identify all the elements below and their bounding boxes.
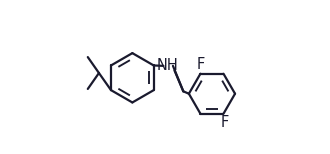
Text: F: F bbox=[221, 115, 229, 130]
Text: NH: NH bbox=[156, 58, 178, 73]
Text: F: F bbox=[196, 57, 205, 73]
